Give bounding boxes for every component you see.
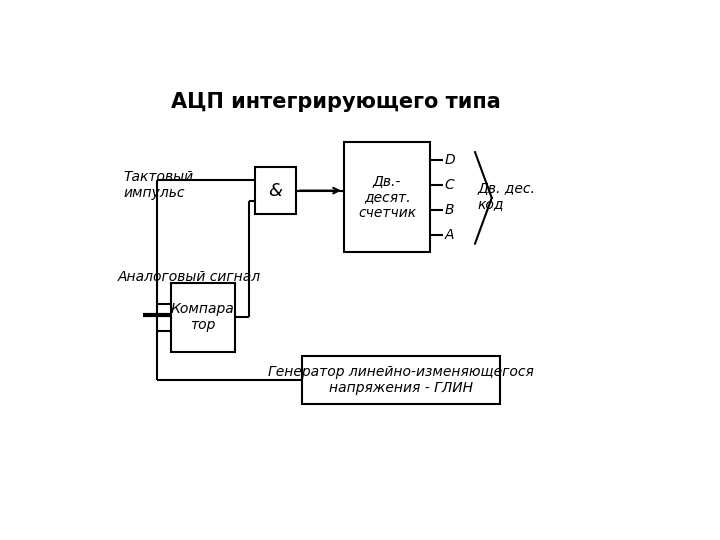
FancyBboxPatch shape xyxy=(255,167,297,214)
Text: Генератор линейно-изменяющегося
напряжения - ГЛИН: Генератор линейно-изменяющегося напряжен… xyxy=(268,364,534,395)
Text: Дв. дес.
код: Дв. дес. код xyxy=(478,181,536,211)
FancyBboxPatch shape xyxy=(171,283,235,352)
Text: A: A xyxy=(444,228,454,242)
Text: Тактовый
импульс: Тактовый импульс xyxy=(124,170,194,200)
Text: B: B xyxy=(444,204,454,217)
Text: D: D xyxy=(444,153,455,167)
Text: Аналоговый сигнал: Аналоговый сигнал xyxy=(118,270,261,284)
Text: &: & xyxy=(269,181,282,200)
Text: АЦП интегрирующего типа: АЦП интегрирующего типа xyxy=(171,92,500,112)
FancyBboxPatch shape xyxy=(344,141,431,252)
Text: Компара
тор: Компара тор xyxy=(171,302,235,333)
Text: Дв.-
десят.
счетчик: Дв.- десят. счетчик xyxy=(358,174,416,220)
FancyBboxPatch shape xyxy=(302,356,500,404)
Text: C: C xyxy=(444,178,454,192)
